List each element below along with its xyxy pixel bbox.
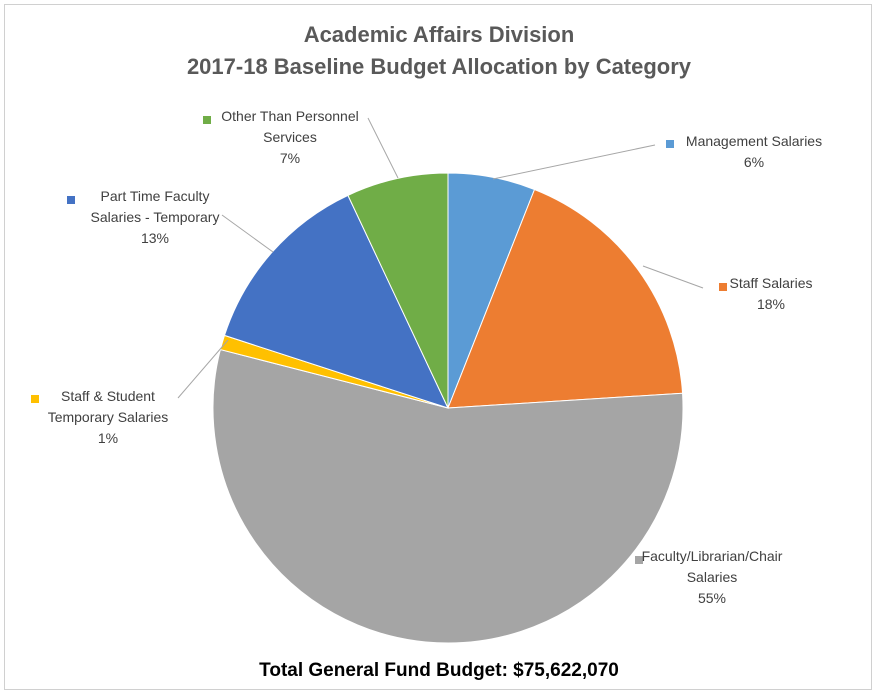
data-label-3-line-0: Staff & Student xyxy=(61,388,155,404)
data-label-4-line-0: Part Time Faculty xyxy=(101,188,210,204)
data-label-3-line-2: 1% xyxy=(98,430,118,446)
label-marker-5 xyxy=(203,116,211,124)
leader-line-1 xyxy=(642,265,704,289)
pie-slice-1 xyxy=(447,188,684,409)
chart-title: Academic Affairs Division xyxy=(303,22,575,47)
data-labels: Management Salaries 6% Staff Salaries 18% Fa… xyxy=(31,108,822,606)
pie-slices xyxy=(212,172,684,644)
label-marker-2 xyxy=(635,556,643,564)
data-label-3-line-1: Temporary Salaries xyxy=(48,409,169,425)
data-label-2-line-2: 55% xyxy=(698,590,726,606)
data-label-5-line-1: Services xyxy=(263,129,317,145)
pie-slice-2 xyxy=(212,348,684,644)
leader-line-0 xyxy=(492,144,656,180)
label-marker-4 xyxy=(67,196,75,204)
label-marker-1 xyxy=(719,283,727,291)
leader-lines xyxy=(177,117,704,399)
data-label-5-line-2: 7% xyxy=(280,150,300,166)
leader-line-3 xyxy=(177,339,229,399)
data-label-2-line-0: Faculty/Librarian/Chair xyxy=(642,548,783,564)
label-marker-0 xyxy=(666,140,674,148)
data-label-4-line-1: Salaries - Temporary xyxy=(91,209,220,225)
pie-slice-4 xyxy=(223,194,449,409)
data-label-4-line-2: 13% xyxy=(141,230,169,246)
data-label-0-line-1: 6% xyxy=(744,154,764,170)
leader-line-5 xyxy=(367,117,399,179)
data-label-0-line-0: Management Salaries xyxy=(686,133,822,149)
chart-subtitle: 2017-18 Baseline Budget Allocation by Ca… xyxy=(186,54,692,79)
label-marker-3 xyxy=(31,395,39,403)
data-label-2-line-1: Salaries xyxy=(687,569,738,585)
data-label-1-line-1: 18% xyxy=(757,296,785,312)
data-label-1-line-0: Staff Salaries xyxy=(729,275,812,291)
pie-slice-5 xyxy=(347,172,449,409)
total-budget-footer: Total General Fund Budget: $75,622,070 xyxy=(259,660,619,681)
leader-line-4 xyxy=(221,214,274,253)
data-label-5-line-0: Other Than Personnel xyxy=(221,108,359,124)
